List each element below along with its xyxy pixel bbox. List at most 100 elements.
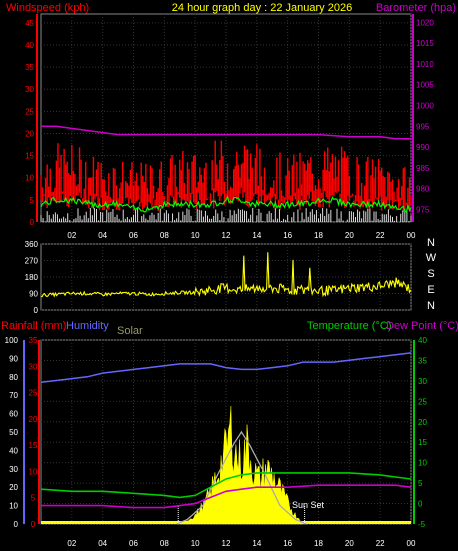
humidity-axis-title: Humidity: [66, 320, 109, 332]
x-tick-label: 18: [314, 539, 323, 548]
barometer-tick-label: 1000: [416, 102, 434, 111]
barometer-line: [41, 125, 411, 140]
humidity-line: [40, 352, 412, 384]
windspeed-axis-title: Windspeed (kph): [6, 2, 89, 14]
temperature-tick-label: 0: [418, 500, 423, 509]
humidity-tick-label: 0: [14, 520, 19, 529]
rainfall-tick-label: 20: [29, 415, 38, 424]
humidity-tick-label: 50: [9, 428, 18, 437]
direction-tick-label: 270: [25, 257, 39, 266]
humidity-tick-label: 90: [9, 354, 18, 363]
wind-direction-line: [40, 252, 412, 298]
sunset-label: Sun Set: [292, 500, 325, 510]
compass-e: E: [427, 284, 434, 296]
x-tick-label: 08: [160, 539, 169, 548]
rainfall-tick-label: 15: [29, 441, 38, 450]
compass-n-top: N: [427, 237, 435, 249]
x-tick-label: 00: [407, 231, 416, 240]
humidity-tick-label: 100: [5, 336, 19, 345]
windspeed-tick-label: 45: [25, 19, 34, 28]
x-tick-label: 22: [376, 231, 385, 240]
barometer-tick-label: 1010: [416, 60, 434, 69]
x-tick-label: 02: [67, 231, 76, 240]
temperature-axis-title: Temperature (°C): [307, 320, 391, 332]
direction-tick-label: 180: [25, 273, 39, 282]
x-tick-label: 04: [98, 231, 107, 240]
windspeed-tick-label: 10: [25, 174, 34, 183]
barometer-tick-label: 990: [416, 143, 430, 152]
barometer-tick-label: 995: [416, 122, 430, 131]
windspeed-tick-label: 30: [25, 85, 34, 94]
temperature-tick-label: 20: [418, 418, 427, 427]
rainfall-axis-title: Rainfall (mm): [1, 320, 66, 332]
x-tick-label: 02: [67, 539, 76, 548]
graph-title: 24 hour graph day : 22 January 2026: [172, 2, 352, 14]
x-tick-label: 08: [160, 231, 169, 240]
temperature-tick-label: 25: [418, 397, 427, 406]
barometer-tick-label: 985: [416, 164, 430, 173]
rainfall-tick-label: 10: [29, 467, 38, 476]
x-tick-label: 06: [129, 539, 138, 548]
x-tick-label: 12: [222, 231, 231, 240]
barometer-tick-label: 975: [416, 206, 430, 215]
rainfall-tick-label: 30: [29, 362, 38, 371]
rainfall-tick-label: 25: [29, 389, 38, 398]
compass-s: S: [427, 268, 434, 280]
humidity-tick-label: 40: [9, 446, 18, 455]
direction-tick-label: 360: [25, 240, 39, 249]
solar-axis-title: Solar: [117, 325, 143, 337]
barometer-tick-label: 1020: [416, 18, 434, 27]
x-tick-label: 06: [129, 231, 138, 240]
barometer-tick-label: 980: [416, 185, 430, 194]
humidity-tick-label: 20: [9, 483, 18, 492]
x-tick-label: 14: [252, 539, 261, 548]
compass-w: W: [426, 252, 437, 264]
rainfall-tick-label: 5: [31, 494, 36, 503]
windspeed-tick-label: 15: [25, 152, 34, 161]
x-tick-label: 04: [98, 539, 107, 548]
temperature-tick-label: -5: [418, 520, 426, 529]
temperature-line: [40, 472, 412, 499]
windspeed-tick-label: 25: [25, 107, 34, 116]
x-tick-label: 22: [376, 539, 385, 548]
temperature-tick-label: 35: [418, 356, 427, 365]
solar-max-curve: [176, 430, 307, 525]
dewpoint-axis-title: Dew Point (°C): [386, 320, 458, 332]
x-tick-label: 10: [191, 231, 200, 240]
average-wind-line: [40, 195, 412, 213]
x-tick-label: 16: [283, 539, 292, 548]
rainfall-tick-label: 0: [31, 520, 36, 529]
temperature-tick-label: 30: [418, 377, 427, 386]
x-tick-label: 10: [191, 539, 200, 548]
windspeed-tick-label: 35: [25, 63, 34, 72]
x-tick-label: 20: [345, 231, 354, 240]
humidity-tick-label: 30: [9, 465, 18, 474]
temperature-tick-label: 15: [418, 438, 427, 447]
windspeed-tick-label: 5: [30, 196, 35, 205]
humidity-tick-label: 10: [9, 502, 18, 511]
x-tick-label: 18: [314, 231, 323, 240]
compass-n-bottom: N: [427, 300, 435, 312]
dewpoint-line: [41, 484, 412, 509]
barometer-tick-label: 1015: [416, 39, 434, 48]
temperature-tick-label: 10: [418, 459, 427, 468]
x-tick-label: 20: [345, 539, 354, 548]
humidity-tick-label: 60: [9, 410, 18, 419]
panel3-legend: Rainfall (mm) Humidity Solar Temperature…: [1, 320, 458, 337]
wind-direction-panel: 0 90 180 270 360: [25, 240, 412, 315]
temperature-tick-label: 40: [418, 336, 427, 345]
humidity-tick-label: 80: [9, 373, 18, 382]
solar-baseline: [41, 521, 411, 524]
x-tick-label: 12: [222, 539, 231, 548]
direction-tick-label: 90: [29, 290, 38, 299]
windspeed-tick-label: 0: [30, 218, 35, 227]
x-tick-label: 16: [283, 231, 292, 240]
wind-barometer-panel: 0510152025303540459759809859909951000100…: [25, 13, 434, 240]
temperature-panel: 010203040506070809010005101520253035-505…: [5, 336, 428, 548]
windspeed-tick-label: 40: [25, 41, 34, 50]
barometer-tick-label: 1005: [416, 81, 434, 90]
barometer-axis-title: Barometer (hpa): [376, 2, 456, 14]
x-tick-label: 14: [252, 231, 261, 240]
x-tick-label: 00: [407, 539, 416, 548]
